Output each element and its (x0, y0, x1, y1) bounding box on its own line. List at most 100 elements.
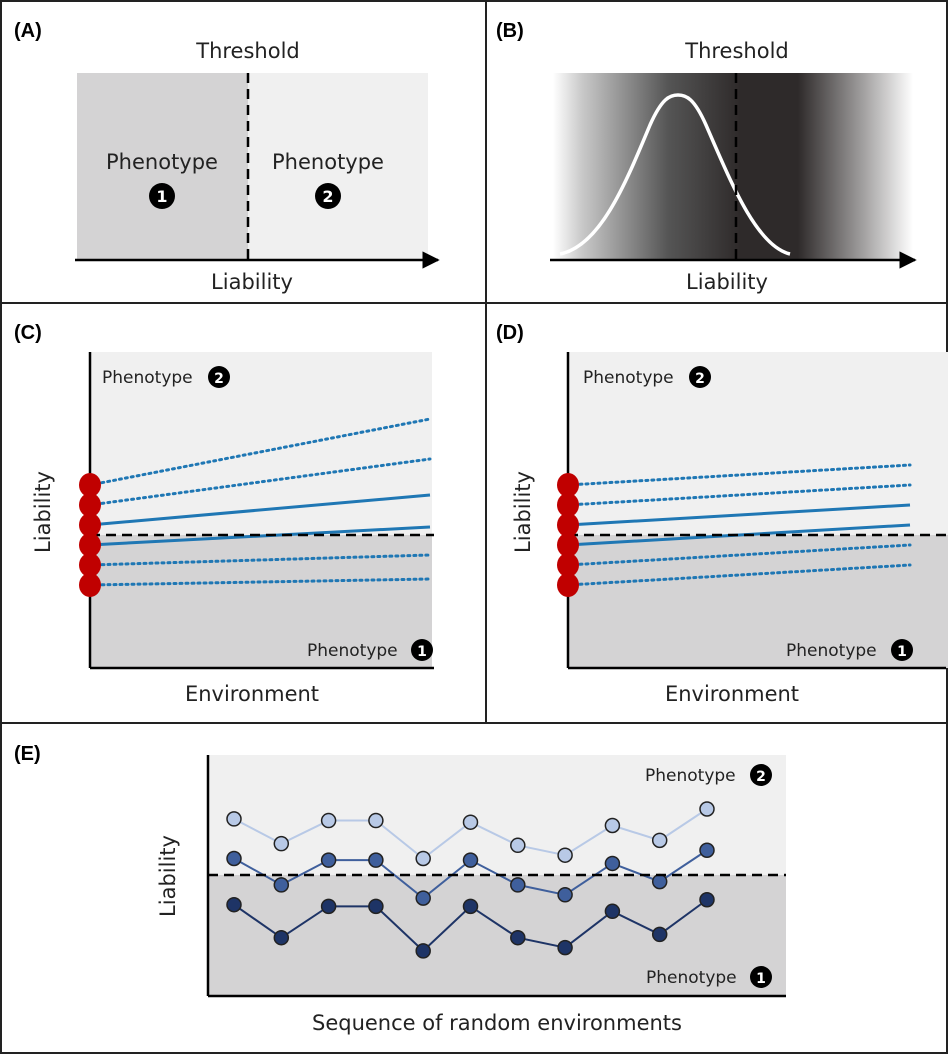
panel-d-x-axis-label: Environment (665, 682, 799, 706)
panel-c-phenotype-2-label: Phenotype (102, 368, 193, 388)
reaction-norm-line-6 (566, 563, 912, 587)
genotype-dot-6 (79, 573, 101, 597)
genotype-dot-2 (79, 493, 101, 517)
series-1-point-7 (510, 837, 526, 854)
series-2-point-5 (415, 890, 431, 906)
genotype-dot-4 (557, 533, 579, 557)
panel-c-badge-1 (411, 639, 433, 661)
series-1-point-10 (651, 832, 668, 849)
panel-c: (C) Phenotype 2 Phenotype 1 Environment … (14, 322, 434, 706)
series-3-point-7 (510, 929, 526, 946)
genotype-dot-3 (79, 513, 101, 537)
panel-d-region-phenotype-1 (568, 535, 948, 668)
genotype-dot-3 (557, 513, 579, 537)
panel-d-badge-1 (891, 639, 913, 661)
series-3-point-9 (604, 903, 621, 920)
series-2-point-2 (273, 877, 290, 893)
panel-c-x-axis-label: Environment (185, 682, 319, 706)
panel-b-distribution-curve (559, 93, 791, 256)
panel-d-region-phenotype-2 (568, 352, 948, 535)
panel-e-region-phenotype-2 (208, 755, 786, 875)
series-1-point-5 (415, 850, 431, 867)
panel-e-series (226, 801, 715, 959)
panel-e-y-axis-label: Liability (156, 835, 180, 917)
reaction-norm-line-5 (566, 543, 912, 567)
panel-d-genotype-dots (557, 473, 579, 597)
panel-d-badge-2-number: 2 (695, 371, 705, 387)
panel-e-x-axis-label: Sequence of random environments (312, 1011, 682, 1035)
panel-a-phenotype-1-label: Phenotype (106, 150, 218, 174)
genotype-dot-5 (557, 553, 579, 577)
series-1-point-9 (604, 817, 621, 834)
reaction-norm-line-1 (88, 417, 432, 487)
panel-d-label: (D) (496, 322, 524, 344)
panel-e-badge-2-number: 2 (756, 769, 766, 785)
panel-a-badge-1 (149, 183, 175, 209)
panel-b-gradient (553, 73, 913, 259)
panel-a-region-phenotype-2 (248, 73, 428, 259)
panel-e-region-phenotype-1 (208, 875, 786, 995)
reaction-norm-line-2 (88, 457, 432, 507)
panel-d: (D) Phenotype 2 Phenotype 1 Environment … (496, 322, 948, 706)
reaction-norm-line-4 (567, 523, 911, 547)
panel-a-badge-2 (315, 183, 341, 209)
panel-a-badge-1-number: 1 (156, 187, 167, 206)
reaction-norm-line-3 (567, 503, 911, 527)
panel-a-region-phenotype-1 (77, 73, 248, 259)
panel-a-badge-2-number: 2 (322, 187, 333, 206)
reaction-norm-line-3 (89, 493, 431, 527)
series-3-point-3 (320, 898, 337, 915)
series-2-point-7 (510, 877, 526, 893)
panel-c-badge-1-number: 1 (417, 644, 427, 660)
panel-c-badge-2 (208, 366, 230, 388)
reaction-norm-line-2 (566, 483, 912, 507)
panel-b-x-axis-label: Liability (686, 270, 768, 294)
series-3-point-1 (226, 896, 242, 913)
series-3-point-4 (368, 898, 384, 915)
panel-b-label: (B) (496, 20, 524, 42)
panel-b-threshold-label: Threshold (684, 39, 789, 63)
panel-a-phenotype-2-label: Phenotype (272, 150, 384, 174)
reaction-norm-line-5 (88, 553, 432, 567)
panel-c-region-phenotype-2 (90, 352, 432, 535)
series-2-point-10 (651, 873, 668, 890)
panel-d-lines (566, 463, 912, 587)
series-3-point-8 (557, 939, 573, 956)
panel-d-badge-2 (689, 366, 711, 388)
panel-e-label: (E) (14, 743, 41, 765)
panel-e-phenotype-1-label: Phenotype (646, 968, 737, 988)
series-1-point-11 (699, 801, 715, 817)
panel-a-label: (A) (14, 20, 42, 42)
panel-e-badge-1-number: 1 (756, 971, 766, 987)
series-1-point-2 (273, 835, 290, 852)
panel-c-badge-2-number: 2 (214, 371, 224, 387)
panel-c-genotype-dots (79, 473, 101, 597)
series-2-point-8 (557, 887, 573, 903)
series-3-point-11 (699, 892, 715, 908)
panel-c-phenotype-1-label: Phenotype (307, 641, 398, 661)
genotype-dot-1 (79, 473, 101, 497)
genotype-dot-1 (557, 473, 579, 497)
panel-e-badge-2 (750, 764, 772, 786)
series-1-point-3 (320, 812, 337, 829)
panel-c-y-axis-label: Liability (31, 471, 55, 553)
panel-a: (A) Threshold Phenotype 1 Phenotype 2 Li… (14, 20, 440, 294)
series-1-point-1 (226, 811, 242, 827)
panel-d-phenotype-1-label: Phenotype (786, 641, 877, 661)
panel-d-phenotype-2-label: Phenotype (583, 368, 674, 388)
panel-d-badge-1-number: 1 (897, 644, 907, 660)
series-3-point-5 (415, 943, 431, 959)
series-2-point-6 (462, 852, 479, 868)
panel-d-y-axis-label: Liability (511, 471, 535, 553)
genotype-dot-2 (557, 493, 579, 517)
panel-e-phenotype-2-label: Phenotype (645, 766, 736, 786)
panel-c-label: (C) (14, 322, 42, 344)
series-2-point-4 (368, 852, 384, 868)
series-2-point-3 (320, 852, 337, 868)
series-2-point-11 (699, 842, 715, 858)
series-1-point-8 (557, 847, 573, 863)
series-2-point-9 (604, 855, 621, 872)
series-1-point-4 (368, 812, 384, 829)
panel-b: (B) Threshold Liability (496, 20, 917, 294)
